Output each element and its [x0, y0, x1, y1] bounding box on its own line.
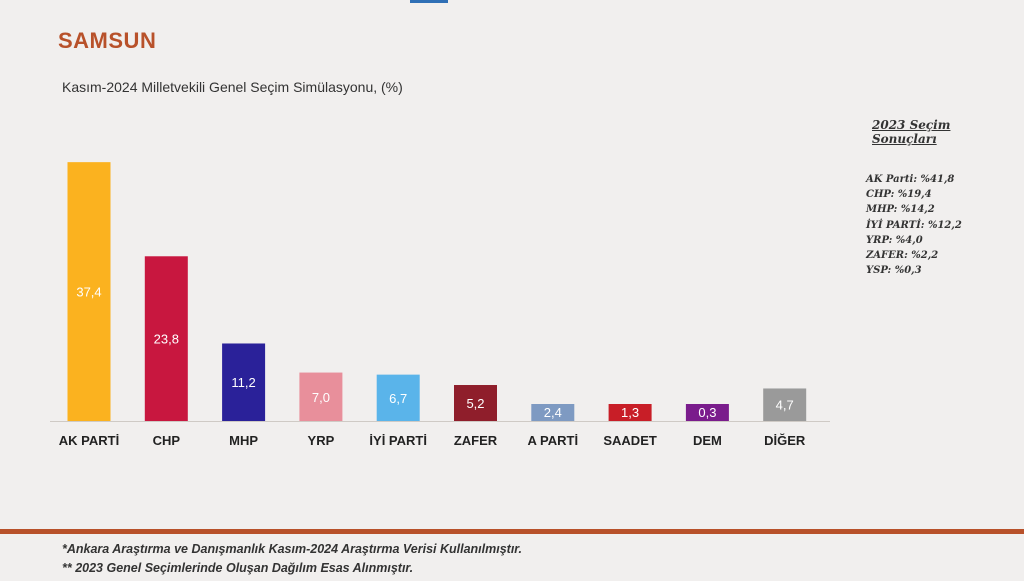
previous-results-title: 2023 Seçim Sonuçları: [872, 118, 951, 146]
bar-value-label: 37,4: [76, 285, 101, 300]
footer-divider: [0, 529, 1024, 534]
previous-result-item: İYİ PARTİ: %12,2: [866, 219, 962, 231]
chart-subtitle: Kasım-2024 Milletvekili Genel Seçim Simü…: [62, 79, 403, 95]
bar-value-label: 4,7: [776, 398, 794, 413]
bar-ak-parti: [67, 162, 111, 421]
bar-a-parti: [531, 404, 575, 421]
category-labels-group: AK PARTİ CHP MHP YRP İYİ PARTİ ZAFER A PARTİ SA…: [59, 433, 806, 448]
category-label: DİĞER: [764, 433, 806, 448]
bar-value-label: 5,2: [466, 396, 484, 411]
category-label: CHP: [153, 433, 181, 448]
footnote-source: *Ankara Araştırma ve Danışmanlık Kasım-2…: [62, 542, 522, 556]
previous-results-list: AK Parti: %41,8 CHP: %19,4 MHP: %14,2 İY…: [866, 172, 1016, 278]
bar-di-er: [763, 388, 807, 421]
category-label: YRP: [308, 433, 335, 448]
category-label: AK PARTİ: [59, 433, 119, 448]
bar-value-label: 1,3: [621, 405, 639, 420]
bar-value-label: 7,0: [312, 390, 330, 405]
bar-value-label: 2,4: [544, 405, 562, 420]
bar-i-yi-parti: [376, 374, 420, 421]
previous-result-item: ZAFER: %2,2: [866, 250, 939, 262]
previous-result-item: YSP: %0,3: [866, 265, 922, 277]
previous-result-item: MHP: %14,2: [866, 204, 935, 216]
bar-mhp: [222, 343, 266, 421]
top-accent-bar: [410, 0, 448, 3]
page-title: SAMSUN: [58, 28, 157, 53]
bar-value-label: 6,7: [389, 391, 407, 406]
footnote-basis: ** 2023 Genel Seçimlerinde Oluşan Dağılı…: [62, 561, 414, 575]
previous-result-item: YRP: %4,0: [866, 234, 923, 246]
bar-saadet: [608, 404, 652, 421]
bar-value-label: 11,2: [231, 375, 255, 390]
bar-value-label: 23,8: [154, 332, 179, 347]
bar-chart: 37,4 23,8 11,2 7,0 6,7 5,2 2,4 1,3 0,3 4,7 AK PAR…: [50, 162, 830, 448]
bar-value-label: 0,3: [698, 405, 716, 420]
previous-result-item: CHP: %19,4: [866, 189, 932, 201]
category-label: A PARTİ: [528, 433, 579, 448]
category-label: ZAFER: [454, 433, 498, 448]
category-label: SAADET: [603, 433, 657, 448]
previous-result-item: AK Parti: %41,8: [866, 174, 955, 185]
category-label: İYİ PARTİ: [369, 433, 427, 448]
bar-yrp: [299, 372, 343, 421]
previous-results-panel: 2023 Seçim Sonuçları AK Parti: %41,8 CHP…: [866, 118, 1016, 278]
bar-chp: [144, 256, 188, 421]
bars-group: 37,4 23,8 11,2 7,0 6,7 5,2 2,4 1,3 0,3 4,7: [67, 162, 807, 421]
category-label: MHP: [229, 433, 258, 448]
category-label: DEM: [693, 433, 722, 448]
bar-dem: [685, 404, 729, 421]
bar-zafer: [454, 385, 497, 421]
